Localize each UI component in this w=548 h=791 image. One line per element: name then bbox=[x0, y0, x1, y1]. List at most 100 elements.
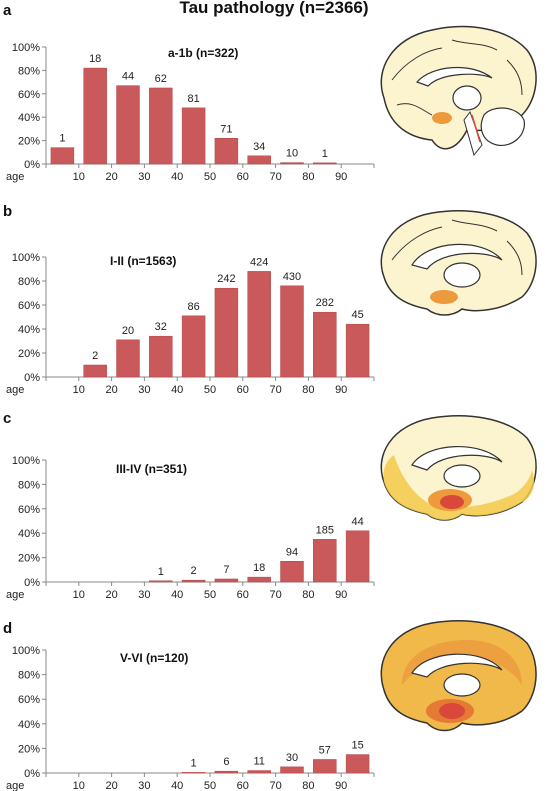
bar bbox=[280, 285, 304, 378]
corpus-callosum bbox=[411, 445, 503, 471]
y-tick-label: 80% bbox=[18, 65, 40, 77]
x-tick-label: 70 bbox=[269, 171, 281, 183]
x-tick-label: 90 bbox=[335, 780, 347, 791]
y-tick-label: 0% bbox=[24, 159, 40, 171]
panel-title: V-VI (n=120) bbox=[120, 651, 188, 665]
y-tick-label: 40% bbox=[18, 324, 40, 336]
x-tick-label: 60 bbox=[237, 589, 249, 601]
data-label: 1 bbox=[59, 133, 65, 145]
bar bbox=[247, 576, 271, 583]
panel-letter-d: d bbox=[3, 620, 13, 637]
data-label: 57 bbox=[319, 744, 331, 756]
bar bbox=[280, 162, 304, 165]
cerebellum bbox=[480, 107, 525, 147]
bar bbox=[247, 271, 271, 378]
panel-letter-a: a bbox=[3, 2, 12, 19]
y-tick-label: 40% bbox=[18, 719, 40, 731]
figure-title: Tau pathology (n=2366) bbox=[179, 0, 369, 17]
thalamus bbox=[443, 464, 481, 488]
x-tick-label: 30 bbox=[138, 780, 150, 791]
bar bbox=[247, 770, 271, 774]
x-tick-label: 50 bbox=[204, 171, 216, 183]
x-tick-label: 10 bbox=[73, 171, 85, 183]
data-label: 1 bbox=[158, 566, 164, 578]
panel-letter-c: c bbox=[3, 410, 12, 427]
x-tick-label: 40 bbox=[171, 589, 183, 601]
chart-panel-c: 0% 20% 40% 60% 80% 100% 1 2 7 18 94 185 44 10 20 30 40 50… bbox=[6, 455, 375, 601]
data-label: 20 bbox=[122, 325, 134, 337]
x-tick-label: 20 bbox=[105, 171, 117, 183]
x-tick-label: 20 bbox=[105, 384, 117, 396]
brain-illustration-a bbox=[380, 25, 537, 157]
bar bbox=[345, 530, 370, 583]
y-tick-label: 20% bbox=[18, 743, 40, 755]
bar bbox=[214, 578, 239, 583]
x-axis-label: age bbox=[6, 384, 24, 396]
y-tick-label: 0% bbox=[24, 577, 40, 589]
bar bbox=[149, 335, 173, 378]
data-label: 2 bbox=[92, 350, 98, 362]
bar bbox=[280, 766, 304, 774]
x-tick-label: 20 bbox=[105, 780, 117, 791]
y-tick-label: 80% bbox=[18, 670, 40, 682]
panel-title: I-II (n=1563) bbox=[110, 254, 176, 268]
x-tick-label: 90 bbox=[335, 171, 347, 183]
data-label: 185 bbox=[316, 524, 334, 536]
bar bbox=[313, 311, 337, 378]
thalamus bbox=[452, 85, 482, 111]
bar bbox=[181, 107, 206, 165]
y-tick-label: 20% bbox=[18, 136, 40, 148]
data-label: 44 bbox=[351, 516, 363, 528]
bar bbox=[280, 561, 304, 583]
corpus-callosum bbox=[415, 67, 493, 87]
bar bbox=[214, 138, 239, 165]
cortex-orange-band bbox=[402, 640, 522, 685]
x-tick-label: 50 bbox=[204, 589, 216, 601]
bar bbox=[149, 87, 173, 165]
data-label: 30 bbox=[286, 752, 298, 764]
bar bbox=[345, 323, 370, 378]
y-tick-label: 80% bbox=[18, 276, 40, 288]
chart-panel-b: 0% 20% 40% 60% 80% 100% 2 20 32 86 242 424 430 282 45 1… bbox=[6, 252, 375, 396]
x-tick-label: 50 bbox=[204, 780, 216, 791]
data-label: 81 bbox=[187, 93, 199, 105]
y-tick-label: 60% bbox=[18, 504, 40, 516]
data-label: 94 bbox=[286, 546, 298, 558]
brain-illustration-d bbox=[380, 620, 537, 732]
y-tick-label: 20% bbox=[18, 348, 40, 360]
y-tick-label: 60% bbox=[18, 694, 40, 706]
locus-coeruleus-highlight bbox=[432, 112, 452, 124]
x-tick-label: 50 bbox=[204, 384, 216, 396]
data-label: 15 bbox=[351, 740, 363, 752]
y-tick-label: 100% bbox=[12, 455, 40, 467]
chart-panel-d: 0% 20% 40% 60% 80% 100% 1 6 11 30 57 15 10 20 30 40 50 60… bbox=[6, 645, 375, 791]
entorhinal-highlight bbox=[430, 290, 458, 304]
corpus-callosum bbox=[411, 243, 503, 270]
x-tick-label: 70 bbox=[269, 780, 281, 791]
x-axis-label: age bbox=[6, 171, 24, 183]
bar bbox=[247, 155, 271, 165]
data-label: 18 bbox=[89, 53, 101, 65]
bar bbox=[181, 315, 206, 378]
y-tick-label: 100% bbox=[12, 252, 40, 264]
x-tick-label: 80 bbox=[302, 780, 314, 791]
data-label: 44 bbox=[122, 71, 134, 83]
x-tick-label: 90 bbox=[335, 589, 347, 601]
bar bbox=[116, 339, 140, 378]
panel-letter-b: b bbox=[3, 203, 13, 220]
y-tick-label: 100% bbox=[12, 42, 40, 54]
data-label: 430 bbox=[283, 271, 301, 283]
gyri bbox=[391, 219, 523, 276]
data-label: 62 bbox=[155, 73, 167, 85]
x-tick-label: 10 bbox=[73, 780, 85, 791]
data-label: 86 bbox=[187, 301, 199, 313]
x-tick-label: 30 bbox=[138, 589, 150, 601]
panel-title: III-IV (n=351) bbox=[116, 462, 187, 476]
y-tick-label: 80% bbox=[18, 479, 40, 491]
y-tick-label: 40% bbox=[18, 528, 40, 540]
x-tick-label: 80 bbox=[302, 171, 314, 183]
x-tick-label: 70 bbox=[269, 589, 281, 601]
data-label: 1 bbox=[191, 757, 197, 769]
bar bbox=[345, 754, 370, 774]
x-tick-label: 60 bbox=[237, 780, 249, 791]
